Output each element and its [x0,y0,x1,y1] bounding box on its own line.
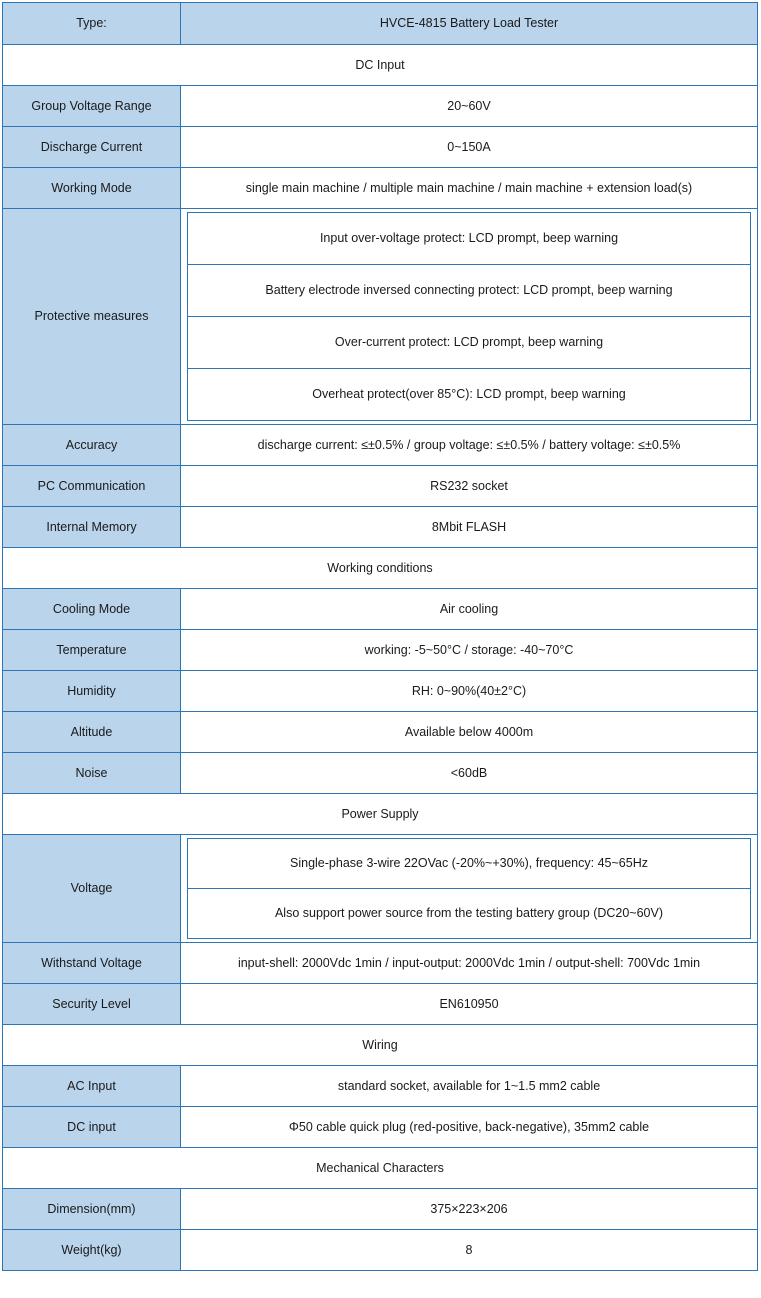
row-label-noise: Noise [2,752,181,794]
type-label: Type: [2,2,181,45]
row-value-group-voltage-range: 20~60V [180,85,758,127]
table-row: Working Mode single main machine / multip… [2,167,758,209]
row-label-voltage: Voltage [2,834,181,943]
value-group: Single-phase 3-wire 22OVac (-20%~+30%), … [187,838,751,939]
row-label-pc-communication: PC Communication [2,465,181,507]
specification-table: Type: HVCE-4815 Battery Load Tester DC I… [2,2,758,1271]
table-row: DC input Φ50 cable quick plug (red-positi… [2,1106,758,1148]
row-value-altitude: Available below 4000m [180,711,758,753]
table-row: AC Input standard socket, available for 1… [2,1065,758,1107]
section-heading-working-conditions: Working conditions [2,547,758,589]
section-heading-mechanical-characters: Mechanical Characters [2,1147,758,1189]
value-group-row: Overheat protect(over 85°C): LCD prompt,… [187,368,751,421]
row-value-noise: <60dB [180,752,758,794]
table-row: Humidity RH: 0~90%(40±2°C) [2,670,758,712]
table-row: Voltage Single-phase 3-wire 22OVac (-20%~… [2,834,758,943]
table-row: PC Communication RS232 socket [2,465,758,507]
type-value: HVCE-4815 Battery Load Tester [180,2,758,45]
row-value-cooling-mode: Air cooling [180,588,758,630]
table-row: Internal Memory 8Mbit FLASH [2,506,758,548]
value-group-row: Also support power source from the testi… [187,888,751,939]
row-value-weight-kg: 8 [180,1229,758,1271]
value-group-row: Battery electrode inversed connecting pr… [187,264,751,317]
row-label-humidity: Humidity [2,670,181,712]
value-group-row: Over-current protect: LCD prompt, beep w… [187,316,751,369]
value-group-row: Single-phase 3-wire 22OVac (-20%~+30%), … [187,838,751,889]
table-row: Discharge Current 0~150A [2,126,758,168]
row-value-working-mode: single main machine / multiple main mach… [180,167,758,209]
table-row-type: Type: HVCE-4815 Battery Load Tester [2,2,758,45]
table-row: Accuracy discharge current: ≤±0.5% / grou… [2,424,758,466]
row-label-temperature: Temperature [2,629,181,671]
row-value-discharge-current: 0~150A [180,126,758,168]
section-heading-dc-input: DC Input [2,44,758,86]
section-header-row: Wiring [2,1024,758,1066]
row-label-security-level: Security Level [2,983,181,1025]
table-row: Noise <60dB [2,752,758,794]
section-header-row: Working conditions [2,547,758,589]
row-label-cooling-mode: Cooling Mode [2,588,181,630]
row-value-withstand-voltage: input-shell: 2000Vdc 1min / input-output… [180,942,758,984]
section-heading-power-supply: Power Supply [2,793,758,835]
row-value-security-level: EN610950 [180,983,758,1025]
section-header-row: Power Supply [2,793,758,835]
value-group-item: Overheat protect(over 85°C): LCD prompt,… [187,368,751,421]
table-row: Altitude Available below 4000m [2,711,758,753]
row-label-protective-measures: Protective measures [2,208,181,425]
row-label-internal-memory: Internal Memory [2,506,181,548]
table-row: Dimension(mm) 375×223×206 [2,1188,758,1230]
section-header-row: DC Input [2,44,758,86]
value-group: Input over-voltage protect: LCD prompt, … [187,212,751,421]
value-group-item: Single-phase 3-wire 22OVac (-20%~+30%), … [187,838,751,889]
table-row: Cooling Mode Air cooling [2,588,758,630]
row-value-internal-memory: 8Mbit FLASH [180,506,758,548]
row-value-pc-communication: RS232 socket [180,465,758,507]
row-label-altitude: Altitude [2,711,181,753]
row-label-weight-kg: Weight(kg) [2,1229,181,1271]
specification-table-body: Type: HVCE-4815 Battery Load Tester DC I… [2,2,758,1271]
row-value-protective-measures: Input over-voltage protect: LCD prompt, … [180,208,758,425]
row-value-temperature: working: -5~50°C / storage: -40~70°C [180,629,758,671]
row-label-withstand-voltage: Withstand Voltage [2,942,181,984]
value-group-item: Battery electrode inversed connecting pr… [187,264,751,317]
row-value-voltage: Single-phase 3-wire 22OVac (-20%~+30%), … [180,834,758,943]
row-label-dimension-mm: Dimension(mm) [2,1188,181,1230]
row-value-accuracy: discharge current: ≤±0.5% / group voltag… [180,424,758,466]
table-row: Temperature working: -5~50°C / storage: -… [2,629,758,671]
row-label-dc-input: DC input [2,1106,181,1148]
table-row: Protective measures Input over-voltage pr… [2,208,758,425]
row-label-ac-input: AC Input [2,1065,181,1107]
row-value-dimension-mm: 375×223×206 [180,1188,758,1230]
row-label-discharge-current: Discharge Current [2,126,181,168]
row-value-humidity: RH: 0~90%(40±2°C) [180,670,758,712]
value-group-item: Input over-voltage protect: LCD prompt, … [187,212,751,265]
value-group-item: Also support power source from the testi… [187,888,751,939]
row-label-group-voltage-range: Group Voltage Range [2,85,181,127]
row-value-dc-input: Φ50 cable quick plug (red-positive, back… [180,1106,758,1148]
row-label-working-mode: Working Mode [2,167,181,209]
row-value-ac-input: standard socket, available for 1~1.5 mm2… [180,1065,758,1107]
row-label-accuracy: Accuracy [2,424,181,466]
section-heading-wiring: Wiring [2,1024,758,1066]
section-header-row: Mechanical Characters [2,1147,758,1189]
table-row: Withstand Voltage input-shell: 2000Vdc 1m… [2,942,758,984]
table-row: Security Level EN610950 [2,983,758,1025]
value-group-row: Input over-voltage protect: LCD prompt, … [187,212,751,265]
value-group-item: Over-current protect: LCD prompt, beep w… [187,316,751,369]
table-row: Group Voltage Range 20~60V [2,85,758,127]
table-row: Weight(kg) 8 [2,1229,758,1271]
